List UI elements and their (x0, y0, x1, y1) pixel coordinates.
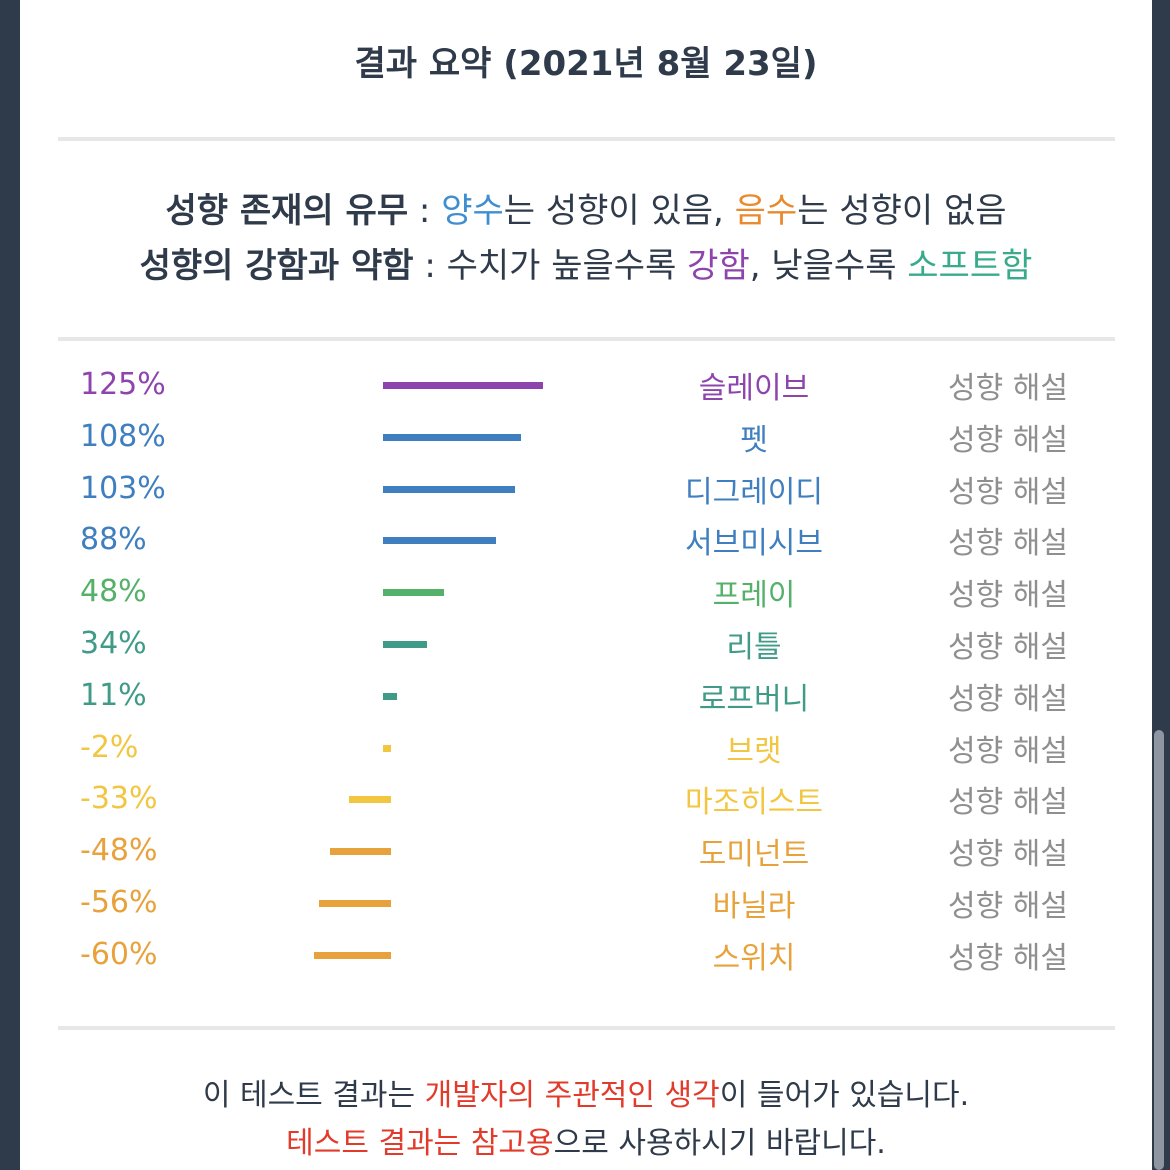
divider-middle (58, 337, 1115, 341)
trait-name: 마조히스트 (685, 785, 823, 821)
legend-line-strength: 성향의 강함과 약함 : 수치가 높을수록 강함, 낮을수록 소프트함 (20, 238, 1152, 287)
trait-percent: 11% (80, 677, 147, 713)
legend-positive-text: 는 성향이 있음, (503, 191, 735, 231)
trait-name: 슬레이브 (698, 371, 810, 406)
trait-percent: 108% (80, 418, 166, 454)
trait-explain-link[interactable]: 성향 해설 (948, 474, 1068, 510)
trait-percent: 103% (80, 470, 166, 506)
legend-line-presence: 성향 존재의 유무 : 양수는 성향이 있음, 음수는 성향이 없음 (20, 183, 1152, 232)
disclaimer-highlight: 개발자의 주관적인 생각 (424, 1078, 720, 1113)
trait-explain-link[interactable]: 성향 해설 (948, 889, 1068, 924)
trait-name: 프레이 (712, 578, 796, 614)
trait-bar (319, 900, 391, 907)
trait-name: 서브미시브 (685, 526, 823, 562)
divider-top (58, 137, 1115, 141)
trait-explain-link[interactable]: 성향 해설 (948, 940, 1068, 976)
legend-positive-word: 양수 (441, 191, 504, 231)
result-card: 결과 요약 (2021년 8월 23일) 성향 존재의 유무 : 양수는 성향이… (20, 0, 1152, 1170)
legend-negative-text: 는 성향이 없음 (797, 191, 1007, 231)
legend-sep: : (413, 246, 447, 286)
legend-label-presence: 성향 존재의 유무 (165, 191, 409, 231)
trait-percent: 48% (80, 574, 147, 610)
disclaimer-text: 으로 사용하시기 바랍니다. (553, 1126, 886, 1161)
page-title: 결과 요약 (2021년 8월 23일) (354, 44, 818, 84)
trait-name: 펫 (740, 422, 768, 458)
disclaimer-line-2: 테스트 결과는 참고용으로 사용하시기 바랍니다. (20, 1118, 1152, 1162)
trait-bar (383, 589, 445, 597)
trait-name: 바닐라 (712, 889, 796, 924)
trait-explain-link[interactable]: 성향 해설 (948, 371, 1068, 406)
legend-strength-text: 수치가 높을수록 (446, 246, 688, 286)
trait-percent: -56% (80, 885, 158, 920)
trait-percent: -33% (80, 781, 158, 817)
trait-bar (383, 382, 543, 389)
trait-bar (383, 692, 398, 700)
trait-explain-link[interactable]: 성향 해설 (948, 837, 1068, 873)
trait-name: 디그레이디 (685, 474, 823, 510)
legend-sep: : (408, 191, 442, 231)
trait-bar (383, 537, 496, 545)
trait-bar (348, 796, 391, 804)
trait-explain-link[interactable]: 성향 해설 (948, 733, 1068, 769)
legend-negative-word: 음수 (734, 191, 798, 231)
trait-name: 스위치 (712, 940, 796, 976)
trait-percent: 125% (80, 367, 166, 402)
trait-percent: 34% (80, 626, 147, 661)
trait-bar (314, 951, 391, 959)
legend-soft-text: , 낮을수록 (749, 246, 908, 286)
trait-bar (383, 485, 515, 493)
divider-bottom (58, 1026, 1115, 1030)
trait-name: 브랫 (726, 733, 782, 769)
trait-bar (383, 744, 391, 752)
trait-name: 리틀 (726, 630, 782, 665)
disclaimer-text: 이 들어가 있습니다. (719, 1078, 970, 1113)
trait-percent: -48% (80, 833, 158, 869)
scrollbar-thumb[interactable] (1154, 730, 1164, 1170)
trait-explain-link[interactable]: 성향 해설 (948, 422, 1068, 458)
trait-explain-link[interactable]: 성향 해설 (948, 785, 1068, 821)
trait-name: 로프버니 (698, 681, 810, 717)
trait-explain-link[interactable]: 성향 해설 (948, 526, 1068, 562)
disclaimer-text: 이 테스트 결과는 (202, 1078, 425, 1113)
trait-name: 도미넌트 (698, 837, 810, 873)
trait-bar (383, 641, 427, 648)
disclaimer-highlight: 테스트 결과는 참고용 (286, 1126, 554, 1161)
trait-percent: 88% (80, 522, 147, 558)
trait-bar (329, 848, 391, 856)
trait-percent: -60% (80, 936, 158, 972)
trait-explain-link[interactable]: 성향 해설 (948, 630, 1068, 665)
trait-explain-link[interactable]: 성향 해설 (948, 681, 1068, 717)
trait-bar (383, 433, 522, 441)
trait-explain-link[interactable]: 성향 해설 (948, 578, 1068, 614)
trait-percent: -2% (80, 729, 139, 765)
legend-strong-word: 강함 (687, 246, 750, 286)
disclaimer-line-1: 이 테스트 결과는 개발자의 주관적인 생각이 들어가 있습니다. (20, 1070, 1152, 1114)
legend-soft-word: 소프트함 (907, 246, 1033, 286)
legend-label-strength: 성향의 강함과 약함 (139, 246, 414, 286)
